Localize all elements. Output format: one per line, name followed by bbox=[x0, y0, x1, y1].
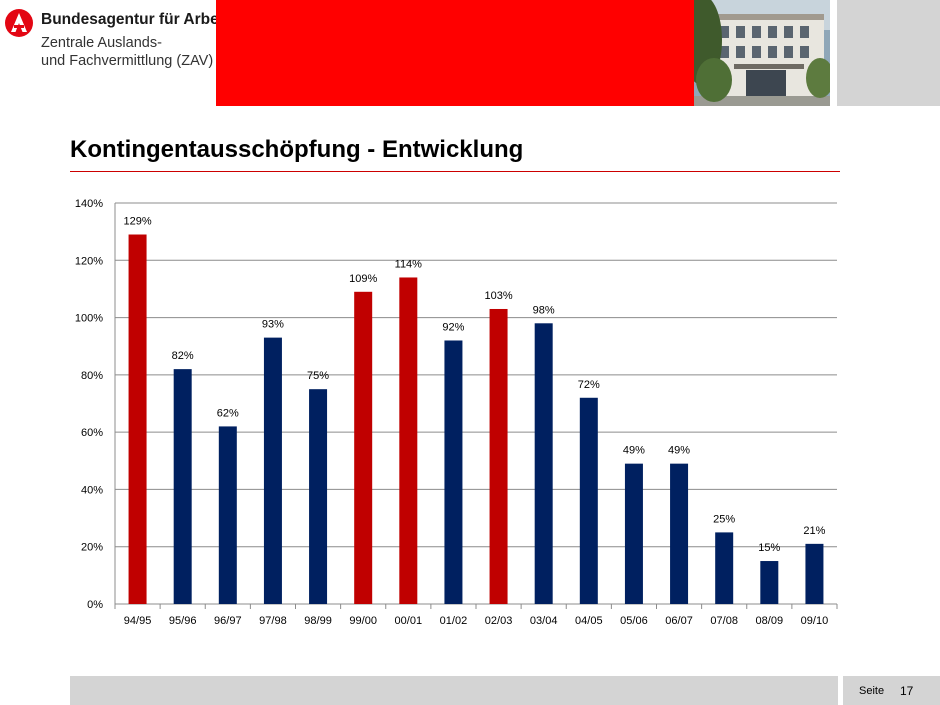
data-label: 21% bbox=[803, 525, 825, 537]
ba-logo-icon bbox=[5, 9, 33, 37]
bar bbox=[444, 340, 463, 604]
bar-chart: 0% 20% 40% 60% 80% 100% 120% 140% 129% 94/95 82% 95… bbox=[75, 198, 838, 627]
x-tick-label: 96/97 bbox=[214, 615, 242, 627]
bar bbox=[489, 308, 508, 604]
bar bbox=[760, 561, 779, 604]
title-underline bbox=[70, 171, 840, 172]
bar bbox=[399, 277, 418, 604]
data-label: 92% bbox=[442, 321, 464, 333]
x-tick-label: 94/95 bbox=[124, 615, 152, 627]
bar bbox=[128, 234, 147, 604]
header-gray-box bbox=[837, 0, 940, 106]
x-tick-label: 95/96 bbox=[169, 615, 197, 627]
building-photo bbox=[694, 0, 830, 106]
data-label: 49% bbox=[623, 445, 645, 457]
bar bbox=[218, 426, 237, 604]
org-subtitle-line2: und Fachvermittlung (ZAV) bbox=[41, 53, 214, 69]
data-label: 82% bbox=[172, 350, 194, 362]
y-tick-label: 0% bbox=[87, 599, 103, 611]
x-tick-label: 00/01 bbox=[395, 615, 423, 627]
x-tick-label: 98/99 bbox=[304, 615, 332, 627]
org-name: Bundesagentur für Arbeit bbox=[41, 11, 229, 28]
data-label: 72% bbox=[578, 379, 600, 391]
bar bbox=[354, 291, 373, 604]
x-tick-label: 05/06 bbox=[620, 615, 648, 627]
bar bbox=[173, 369, 192, 604]
data-label: 15% bbox=[758, 542, 780, 554]
y-tick-label: 60% bbox=[81, 427, 103, 439]
y-tick-label: 80% bbox=[81, 370, 103, 382]
data-label: 25% bbox=[713, 513, 735, 525]
bar bbox=[534, 323, 553, 604]
data-label: 75% bbox=[307, 370, 329, 382]
y-tick-label: 140% bbox=[75, 198, 103, 210]
data-label: 103% bbox=[484, 290, 512, 302]
x-tick-label: 07/08 bbox=[710, 615, 738, 627]
x-tick-label: 09/10 bbox=[801, 615, 829, 627]
bar bbox=[670, 463, 689, 604]
org-subtitle-line1: Zentrale Auslands- bbox=[41, 35, 162, 51]
org-subtitle: Zentrale Auslands- und Fachvermittlung (… bbox=[41, 34, 213, 70]
x-tick-label: 01/02 bbox=[440, 615, 468, 627]
bar bbox=[805, 543, 824, 604]
org-logo: Bundesagentur für Arbeit Zentrale Auslan… bbox=[0, 0, 228, 105]
y-tick-label: 20% bbox=[81, 542, 103, 554]
bar bbox=[263, 337, 282, 604]
bar bbox=[624, 463, 643, 604]
data-label: 62% bbox=[217, 407, 239, 419]
y-tick-label: 120% bbox=[75, 255, 103, 267]
data-label: 93% bbox=[262, 319, 284, 331]
y-tick-label: 40% bbox=[81, 484, 103, 496]
y-tick-label: 100% bbox=[75, 313, 103, 325]
x-tick-label: 04/05 bbox=[575, 615, 603, 627]
x-tick-label: 06/07 bbox=[665, 615, 693, 627]
x-tick-label: 03/04 bbox=[530, 615, 558, 627]
data-label: 109% bbox=[349, 273, 377, 285]
page-title: Kontingentausschöpfung - Entwicklung bbox=[70, 136, 524, 163]
data-label: 98% bbox=[533, 304, 555, 316]
footer-bar bbox=[70, 676, 838, 705]
header-red-band bbox=[216, 0, 694, 106]
bar bbox=[579, 397, 598, 604]
x-tick-label: 02/03 bbox=[485, 615, 513, 627]
bar bbox=[309, 389, 328, 604]
x-tick-label: 97/98 bbox=[259, 615, 287, 627]
x-tick-label: 08/09 bbox=[756, 615, 784, 627]
data-label: 129% bbox=[123, 216, 151, 228]
bar bbox=[715, 532, 734, 604]
footer-page-box: Seite 17 bbox=[843, 676, 940, 705]
x-tick-label: 99/00 bbox=[349, 615, 377, 627]
page-number: 17 bbox=[900, 684, 914, 698]
data-label: 114% bbox=[395, 258, 423, 270]
page-label: Seite bbox=[859, 685, 885, 697]
data-label: 49% bbox=[668, 445, 690, 457]
